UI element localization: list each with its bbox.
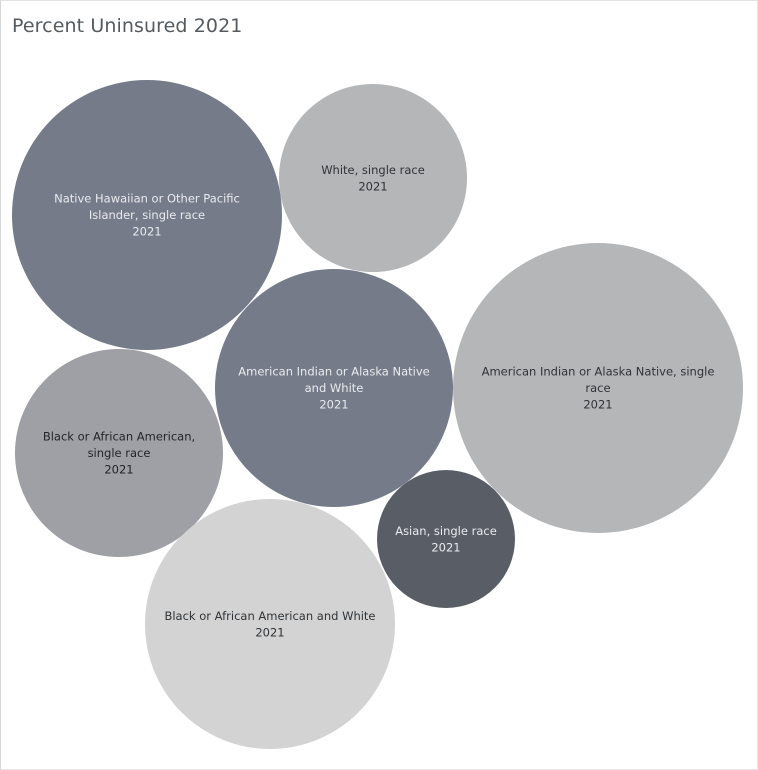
bubble-category-label: White, single race	[321, 163, 425, 177]
bubble-category-label: American Indian or Alaska Native	[238, 365, 429, 379]
bubble-year-label: 2021	[104, 463, 133, 477]
bubble-year-label: 2021	[583, 398, 612, 412]
bubble-year-label: 2021	[431, 540, 460, 554]
bubble-year-label: 2021	[255, 625, 284, 639]
bubble-2[interactable]: American Indian or Alaska Native and Whit…	[215, 269, 453, 507]
bubble-category-label: race	[585, 381, 610, 395]
bubble-category-label: Islander, single race	[89, 208, 205, 222]
bubble-year-label: 2021	[358, 179, 387, 193]
bubble-circle[interactable]	[279, 84, 467, 272]
chart-title: Percent Uninsured 2021	[12, 15, 243, 37]
bubble-4[interactable]: Black or African American, single race 202…	[15, 349, 223, 557]
bubble-category-label: Asian, single race	[395, 524, 497, 538]
bubble-5[interactable]: Asian, single race 2021	[377, 470, 515, 608]
bubble-circle[interactable]	[145, 499, 395, 749]
bubble-category-label: American Indian or Alaska Native, single	[482, 365, 715, 379]
bubble-circle[interactable]	[12, 80, 282, 350]
bubble-year-label: 2021	[132, 225, 161, 239]
bubble-category-label: Black or African American,	[43, 430, 195, 444]
bubble-year-label: 2021	[319, 398, 348, 412]
bubble-circle[interactable]	[215, 269, 453, 507]
bubble-circle[interactable]	[377, 470, 515, 608]
bubble-0[interactable]: Native Hawaiian or Other Pacific Islander…	[12, 80, 282, 350]
bubble-category-label: and White	[305, 381, 364, 395]
bubble-1[interactable]: White, single race 2021	[279, 84, 467, 272]
bubble-category-label: Native Hawaiian or Other Pacific	[54, 192, 240, 206]
bubble-category-label: single race	[88, 446, 151, 460]
bubble-category-label: Black or African American and White	[164, 609, 375, 623]
bubble-3[interactable]: American Indian or Alaska Native, single…	[453, 243, 743, 533]
bubble-6[interactable]: Black or African American and White 2021	[145, 499, 395, 749]
bubble-circle[interactable]	[15, 349, 223, 557]
bubble-circle[interactable]	[453, 243, 743, 533]
